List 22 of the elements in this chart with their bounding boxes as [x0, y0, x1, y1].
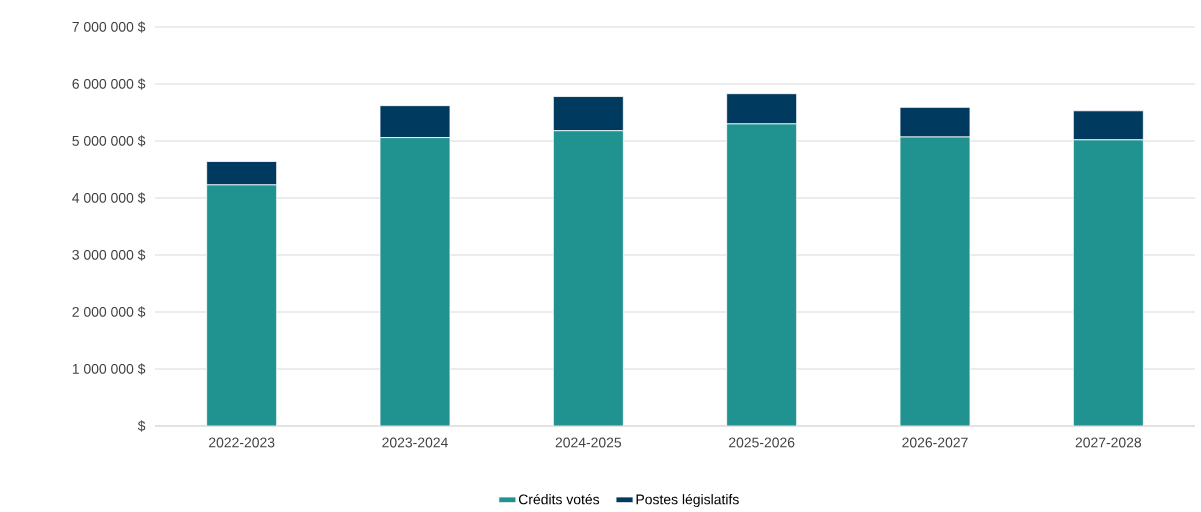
- y-tick-label: 3 000 000 $: [72, 249, 146, 261]
- bar: [726, 123, 798, 426]
- legend-label: Postes législatifs: [636, 493, 739, 508]
- bar: [1072, 139, 1144, 426]
- bar: [206, 184, 278, 426]
- y-tick-label: 4 000 000 $: [72, 192, 146, 204]
- bar: [899, 136, 971, 426]
- x-tick-label: 2024-2025: [555, 437, 622, 448]
- y-tick-label: 6 000 000 $: [72, 78, 146, 90]
- x-tick-label: 2026-2027: [902, 437, 968, 448]
- x-tick-label: 2022-2023: [209, 437, 275, 448]
- y-tick-label: 2 000 000 $: [72, 306, 146, 318]
- x-tick-label: 2023-2024: [382, 437, 448, 448]
- x-tick-label: 2027-2028: [1075, 437, 1142, 448]
- y-tick-label: $: [137, 420, 146, 432]
- x-tick-label: 2025-2026: [729, 437, 795, 448]
- y-tick-label: 5 000 000 $: [72, 135, 146, 147]
- legend-label: Crédits votés: [518, 493, 600, 505]
- bar: [379, 137, 451, 426]
- y-tick-label: 7 000 000 $: [72, 21, 146, 33]
- bar: [552, 130, 624, 426]
- y-tick-label: 1 000 000 $: [72, 363, 146, 375]
